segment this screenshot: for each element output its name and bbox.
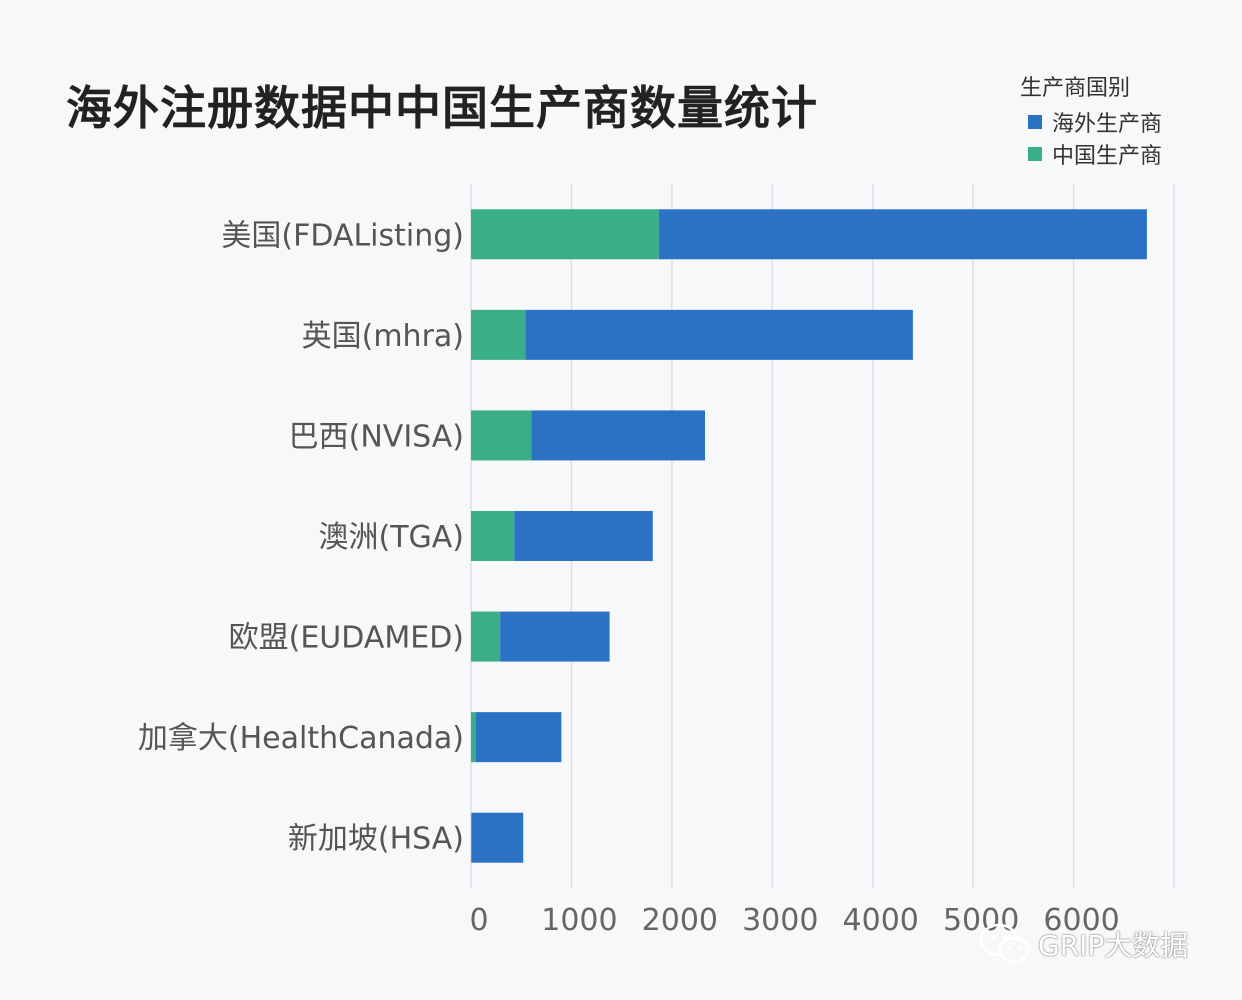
bar-overseas-manufacturers <box>525 309 913 360</box>
legend-label-overseas: 海外生产商 <box>1052 112 1163 137</box>
bar-chinese-manufacturers <box>471 712 477 763</box>
bar-chinese-manufacturers <box>471 410 532 461</box>
bar-overseas-manufacturers <box>472 812 524 863</box>
bar-overseas-manufacturers <box>514 511 653 561</box>
legend-label-chinese: 中国生产商 <box>1052 144 1163 169</box>
bars <box>471 209 1147 863</box>
category-label: 美国(FDAListing) <box>221 218 464 253</box>
legend-swatch-overseas <box>1028 115 1042 129</box>
legend-title: 生产商国别 <box>1020 76 1131 101</box>
legend-item-overseas: 海外生产商 <box>1020 106 1162 138</box>
bar-overseas-manufacturers <box>500 611 610 662</box>
x-tick-label: 2000 <box>642 903 718 938</box>
watermark-text: GRIP大数据 <box>1038 929 1189 962</box>
chart-title: 海外注册数据中中国生产商数量统计 <box>66 81 818 135</box>
category-label: 欧盟(EUDAMED) <box>229 621 464 656</box>
bar-chinese-manufacturers <box>471 309 526 360</box>
bar-chinese-manufacturers <box>471 511 515 561</box>
grid-lines <box>470 184 1175 888</box>
bar-chinese-manufacturers <box>471 209 659 260</box>
x-tick-labels: 0 1000 2000 3000 4000 5000 6000 <box>469 903 1119 938</box>
x-tick-label: 3000 <box>742 903 818 938</box>
bar-overseas-manufacturers <box>476 712 562 763</box>
legend: 生产商国别 海外生产商 中国生产商 <box>1020 70 1162 170</box>
bar-overseas-manufacturers <box>658 209 1147 260</box>
legend-swatch-chinese <box>1028 147 1042 161</box>
x-tick-label: 1000 <box>541 903 617 938</box>
x-tick-label: 4000 <box>843 903 919 938</box>
category-label: 新加坡(HSA) <box>288 822 464 857</box>
category-label: 巴西(NVISA) <box>289 419 464 454</box>
watermark: GRIP大数据 <box>978 920 1188 968</box>
category-labels: 美国(FDAListing) 英国(mhra) 巴西(NVISA) 澳洲(TGA) 欧盟… <box>138 218 464 856</box>
bar-chinese-manufacturers <box>471 611 501 662</box>
category-label: 加拿大(HealthCanada) <box>138 721 464 756</box>
wechat-icon <box>979 923 1030 964</box>
category-label: 英国(mhra) <box>302 319 464 354</box>
category-label: 澳洲(TGA) <box>318 520 464 555</box>
x-tick-label: 6000 <box>1043 903 1119 938</box>
bar-chinese-manufacturers <box>471 812 473 863</box>
bar-overseas-manufacturers <box>531 410 705 461</box>
x-tick-label: 0 <box>469 903 488 938</box>
x-tick-label: 5000 <box>943 903 1019 938</box>
legend-item-chinese: 中国生产商 <box>1020 138 1162 170</box>
